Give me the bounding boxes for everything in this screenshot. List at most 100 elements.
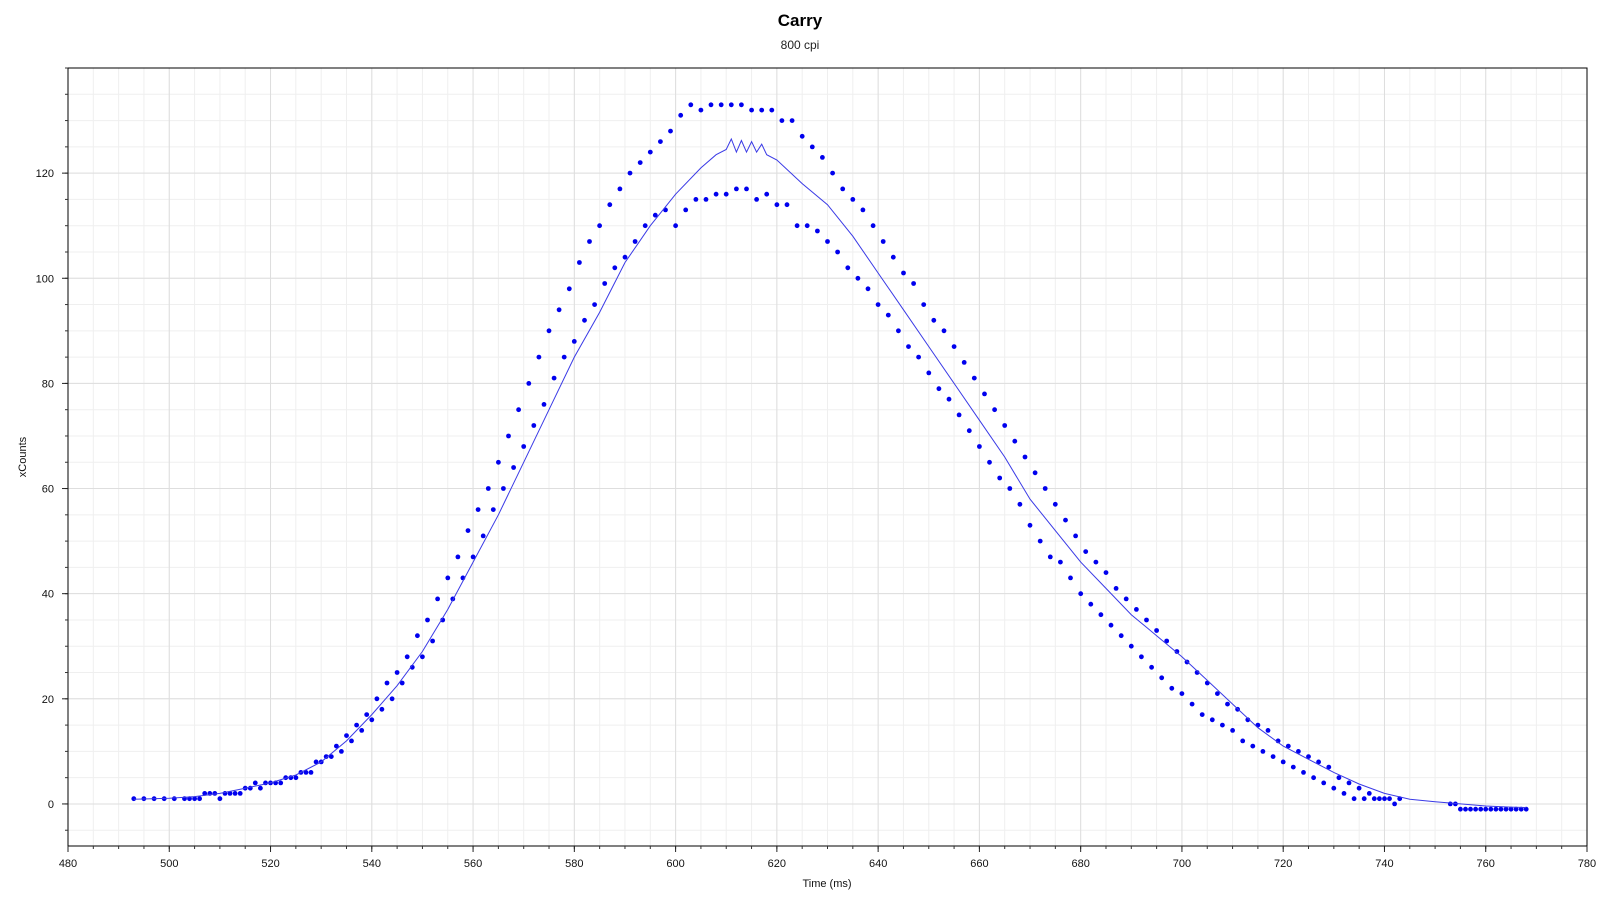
y-tick-label: 0 [48, 799, 54, 811]
data-point [1463, 806, 1468, 812]
data-point [1290, 764, 1296, 770]
data-point [1022, 454, 1028, 460]
data-point [1483, 806, 1489, 812]
data-point [278, 780, 284, 786]
data-point [759, 107, 765, 113]
data-point [718, 102, 724, 108]
data-point [916, 354, 921, 360]
data-point [369, 717, 375, 723]
data-point [1513, 806, 1519, 812]
data-point [926, 370, 932, 376]
data-point [1488, 806, 1494, 812]
data-point [313, 759, 319, 765]
data-point [840, 186, 846, 192]
data-point [1154, 628, 1159, 633]
data-point [1078, 591, 1084, 597]
data-point [1321, 780, 1327, 786]
data-point [1134, 607, 1139, 612]
data-point [835, 249, 840, 255]
data-point [197, 796, 203, 802]
data-point [511, 465, 516, 470]
data-point [987, 459, 992, 465]
data-point [556, 307, 562, 313]
data-point [1174, 649, 1180, 654]
data-point [784, 202, 790, 208]
data-point [582, 317, 587, 323]
data-point [404, 654, 410, 660]
data-point [1458, 806, 1463, 812]
data-point [992, 407, 997, 413]
data-point [1306, 754, 1311, 759]
data-point [334, 743, 339, 749]
data-point [445, 575, 451, 581]
y-tick-label: 60 [42, 484, 54, 496]
x-tick-label: 480 [59, 858, 77, 870]
data-point [1493, 806, 1499, 812]
data-point [1518, 806, 1524, 812]
data-point [739, 102, 744, 108]
x-tick-label: 580 [565, 858, 583, 870]
x-tick-label: 760 [1477, 858, 1495, 870]
data-point [1341, 791, 1347, 796]
x-tick-label: 540 [363, 858, 381, 870]
data-point [1260, 749, 1266, 754]
data-point [602, 281, 608, 286]
data-point [658, 139, 663, 145]
data-point [769, 107, 775, 113]
data-point [1199, 712, 1205, 717]
data-point [490, 507, 496, 512]
data-point [961, 360, 967, 365]
data-point [440, 617, 446, 623]
tick-labels: 480 500 520 540 560 580 600 620 640 660 680 700 720 7… [36, 168, 1597, 870]
data-point [526, 381, 532, 386]
data-point [728, 102, 734, 108]
data-point [931, 317, 937, 323]
data-point [971, 375, 977, 381]
data-point [617, 186, 623, 192]
data-point [496, 459, 501, 465]
data-point [966, 428, 972, 434]
data-point [485, 486, 491, 491]
data-point [1194, 670, 1200, 675]
data-point [551, 375, 557, 381]
x-tick-label: 600 [666, 858, 684, 870]
data-point [612, 265, 618, 271]
y-tick-label: 100 [36, 273, 54, 285]
data-point [997, 475, 1003, 481]
data-point [430, 638, 435, 644]
data-point [906, 344, 911, 349]
data-point [1007, 486, 1013, 491]
data-point [470, 554, 476, 560]
data-point [1361, 796, 1367, 802]
data-point [475, 507, 481, 512]
data-point [678, 112, 684, 118]
data-point [303, 770, 309, 775]
data-point [779, 118, 785, 123]
x-tick-label: 520 [261, 858, 279, 870]
data-point [1083, 549, 1089, 554]
data-point [693, 197, 699, 202]
data-point [521, 444, 527, 449]
data-point [946, 396, 952, 402]
data-point [293, 775, 299, 781]
data-point [1189, 701, 1195, 707]
data-point [1113, 586, 1119, 591]
data-point [1123, 596, 1129, 602]
data-point [1265, 728, 1271, 733]
chart-subtitle: 800 cpi [780, 38, 820, 52]
data-point [1052, 501, 1058, 507]
data-point [799, 133, 805, 139]
data-point [1498, 806, 1504, 812]
data-point [815, 228, 820, 234]
data-point [399, 680, 405, 686]
data-point [754, 197, 759, 202]
data-point [637, 160, 643, 166]
axis-ticks [62, 67, 1588, 852]
data-point [1270, 754, 1276, 759]
data-point [566, 286, 572, 292]
data-point [668, 128, 673, 134]
data-point [845, 265, 851, 271]
data-point [936, 386, 942, 392]
data-point [546, 328, 552, 334]
chart-title: Carry [777, 11, 823, 30]
